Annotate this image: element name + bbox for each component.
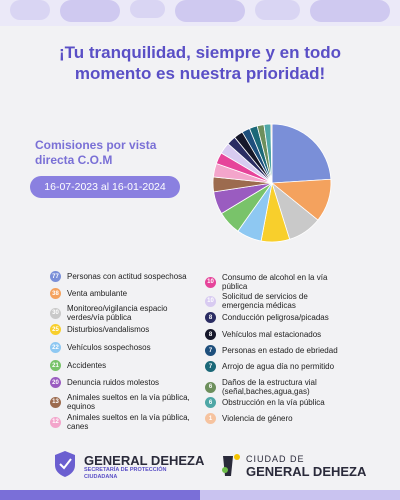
legend-value: 6 — [205, 397, 216, 408]
title: ¡Tu tranquilidad, siempre y en todo mome… — [58, 43, 342, 83]
legend-label: Violencia de género — [222, 414, 293, 423]
legend-label: Vehículos sospechosos — [67, 343, 151, 352]
legend-item: 30 Monitoreo/vigilancia espacio verdes/ví… — [50, 304, 200, 322]
legend-item: 7 Personas en estado de ebriedad — [205, 345, 345, 356]
footer-name: GENERAL DEHEZA — [84, 453, 205, 468]
pie — [212, 123, 332, 243]
legend-value: 10 — [205, 276, 216, 288]
legend-label: Conducción peligrosa/picadas — [222, 313, 329, 322]
footer-name: GENERAL DEHEZA — [246, 464, 367, 479]
right-logo — [222, 454, 240, 476]
legend-value: 77 — [50, 271, 61, 282]
legend-value: 12 — [50, 416, 61, 428]
legend-item: 8 Conducción peligrosa/picadas — [205, 312, 345, 323]
legend-value: 1 — [205, 413, 216, 424]
legend-label: Daños de la estructura vial (señal,bache… — [222, 378, 317, 396]
pie-slice — [271, 123, 332, 184]
legend-value: 7 — [205, 345, 216, 356]
footer-line: CIUDADANA — [84, 474, 118, 480]
legend-item: 20 Denuncia ruidos molestos — [50, 377, 200, 388]
legend-label: Animales sueltos en la vía pública, cane… — [67, 413, 190, 431]
left-logo — [55, 451, 75, 477]
legend-value: 8 — [205, 329, 216, 340]
legend-label: Accidentes — [67, 361, 107, 370]
legend-value: 38 — [50, 288, 61, 299]
legend-value: 6 — [205, 381, 216, 393]
top-decoration — [0, 0, 400, 26]
pie-slice — [270, 123, 273, 184]
legend-label: Consumo de alcohol en la vía pública — [222, 273, 328, 291]
legend-label: Personas en estado de ebriedad — [222, 346, 338, 355]
legend-item: 10 Solicitud de servicios de emergencia m… — [205, 292, 345, 310]
legend-label: Disturbios/vandalismos — [67, 325, 150, 334]
legend-item: 13 Animales sueltos en la vía pública, eq… — [50, 393, 200, 411]
legend-value: 25 — [50, 324, 61, 335]
legend-label: Personas con actitud sospechosa — [67, 272, 187, 281]
legend-value: 20 — [50, 377, 61, 388]
footer-line: SECRETARÍA DE PROTECCIÓN — [84, 467, 167, 473]
legend-value: 8 — [205, 312, 216, 323]
footer-city: CIUDAD DE — [246, 454, 305, 464]
legend-item: 6 Daños de la estructura vial (señal,bach… — [205, 378, 345, 396]
legend-label: Monitoreo/vigilancia espacio verdes/vía … — [67, 304, 168, 322]
legend-label: Vehículos mal estacionados — [222, 330, 322, 339]
legend-value: 22 — [50, 342, 61, 353]
subtitle: Comisiones por vista directa C.O.M — [35, 138, 157, 167]
legend-item: 8 Vehículos mal estacionados — [205, 329, 345, 340]
legend-label: Solicitud de servicios de emergencia méd… — [222, 292, 308, 310]
legend-label: Arrojo de agua día no permitido — [222, 362, 335, 371]
legend-item: 12 Animales sueltos en la vía pública, ca… — [50, 413, 200, 431]
legend-item: 1 Violencia de género — [205, 413, 345, 424]
legend-value: 21 — [50, 360, 61, 371]
legend-value: 30 — [50, 307, 61, 319]
legend-item: 22 Vehículos sospechosos — [50, 342, 200, 353]
legend-value: 13 — [50, 396, 61, 408]
legend-label: Denuncia ruidos molestos — [67, 378, 160, 387]
legend-item: 6 Obstrucción en la vía pública — [205, 397, 345, 408]
legend-item: 77 Personas con actitud sospechosa — [50, 271, 200, 282]
legend-item: 38 Venta ambulante — [50, 288, 200, 299]
legend-value: 10 — [205, 295, 216, 307]
date-range: 16-07-2023 al 16-01-2024 — [30, 176, 180, 198]
bottom-band — [200, 490, 400, 500]
legend-item: 25 Disturbios/vandalismos — [50, 324, 200, 335]
legend-label: Obstrucción en la vía pública — [222, 398, 325, 407]
legend-value: 7 — [205, 361, 216, 372]
legend-label: Venta ambulante — [67, 289, 128, 298]
legend-item: 10 Consumo de alcohol en la vía pública — [205, 273, 345, 291]
legend-item: 21 Accidentes — [50, 360, 200, 371]
legend-label: Animales sueltos en la vía pública, equi… — [67, 393, 190, 411]
legend-item: 7 Arrojo de agua día no permitido — [205, 361, 345, 372]
